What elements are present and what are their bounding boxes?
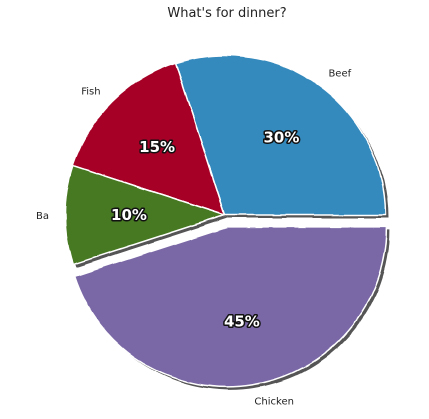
category-labels: Beef Fish Ba Chicken [36,69,352,408]
percent-label-beef: 30% [263,128,299,146]
slice-chicken [73,226,388,388]
category-label-beef: Beef [328,69,351,80]
category-label-ba: Ba [36,211,49,222]
percent-labels: 30% 15% 10% 45% [110,127,301,332]
category-label-chicken: Chicken [254,397,294,408]
chart-title: What's for dinner? [167,6,286,21]
slice-beef [174,54,386,216]
pie-slices [64,54,388,388]
category-label-fish: Fish [81,87,100,98]
slice-ba [64,164,226,266]
percent-label-chicken: 45% [224,313,260,331]
percent-label-fish: 15% [139,138,175,156]
percent-label-ba: 10% [111,206,147,224]
slice-fish [72,62,226,216]
